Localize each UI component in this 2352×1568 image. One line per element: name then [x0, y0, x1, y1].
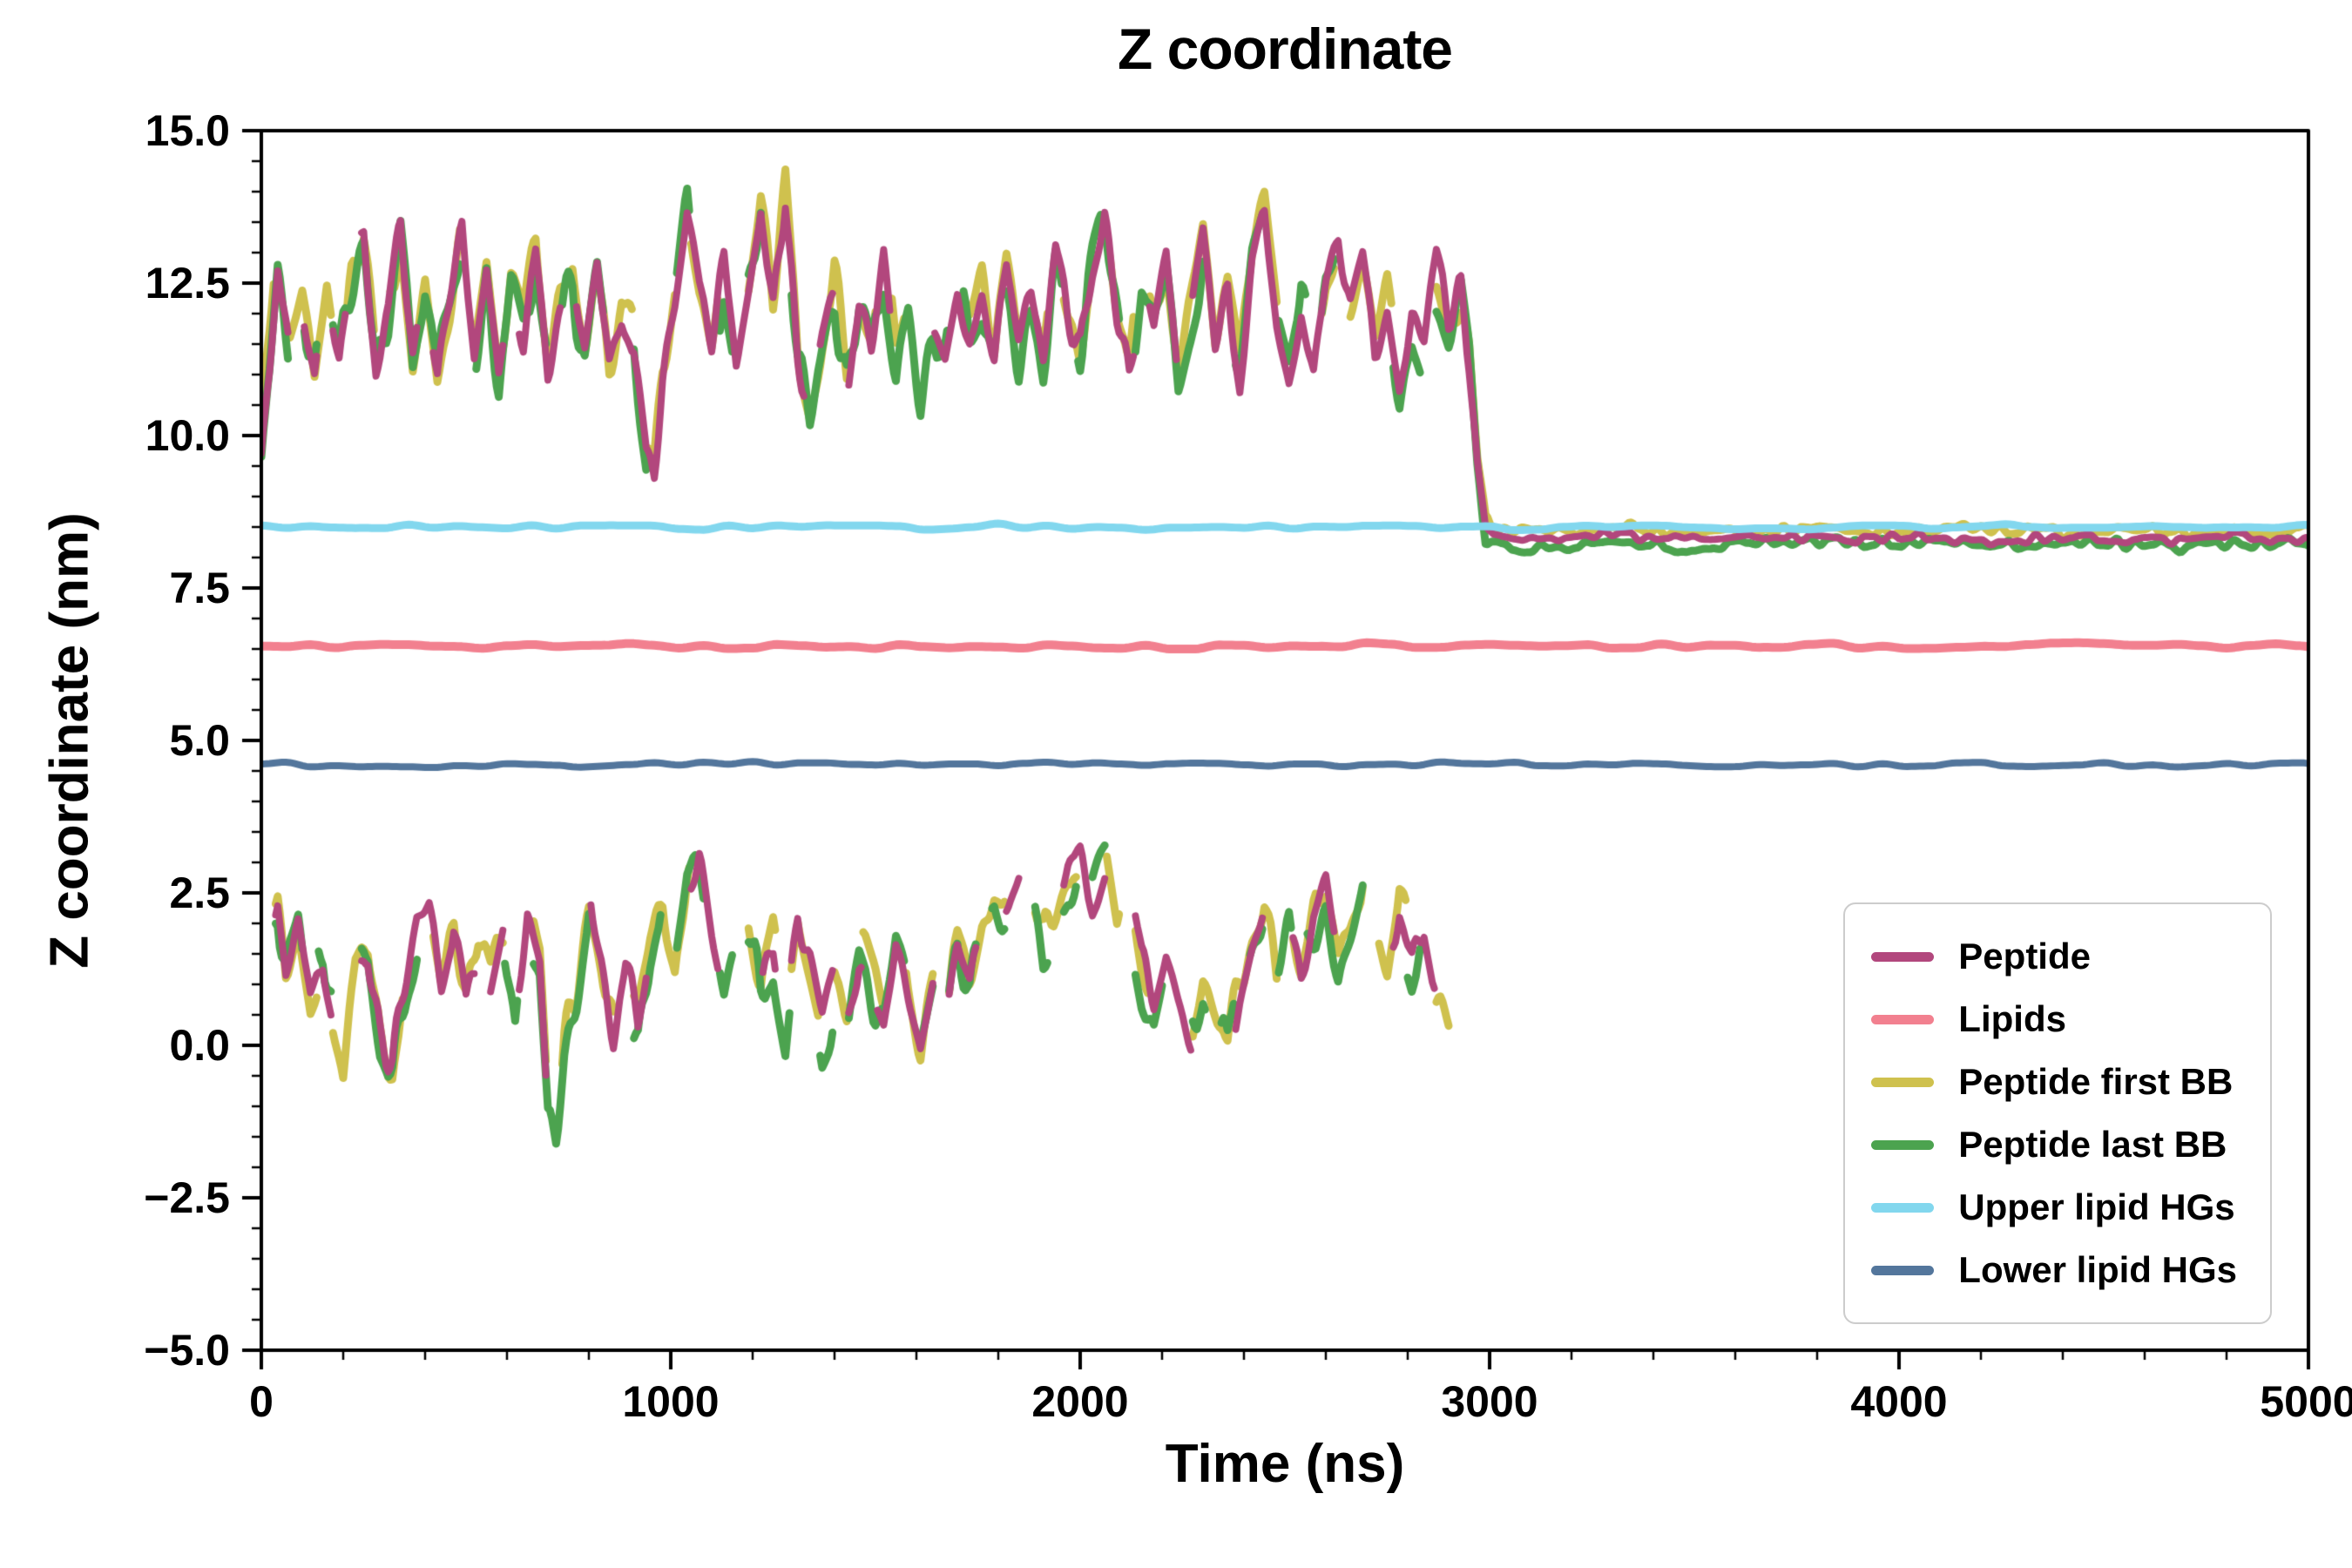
- legend-entry: Peptide: [1871, 936, 2237, 977]
- legend: Peptide Lipids Peptide first BB Peptide las…: [1843, 902, 2272, 1324]
- legend-swatch: [1871, 1202, 1935, 1213]
- legend-swatch: [1871, 1077, 1935, 1087]
- legend-label: Peptide first BB: [1958, 1061, 2234, 1102]
- chart-title: Z coordinate: [1117, 17, 1453, 81]
- legend-label: Peptide last BB: [1958, 1124, 2227, 1165]
- legend-swatch: [1871, 1014, 1935, 1024]
- x-axis-label: Time (ns): [1165, 1434, 1405, 1494]
- y-tick-label: 10.0: [145, 411, 230, 460]
- x-tick-label: 5000: [2260, 1377, 2352, 1426]
- legend-label: Lipids: [1958, 998, 2066, 1039]
- legend-swatch: [1871, 1139, 1935, 1150]
- legend-entry: Peptide first BB: [1871, 1061, 2237, 1103]
- x-tick-label: 2000: [1031, 1377, 1129, 1426]
- legend-entry: Lower lipid HGs: [1871, 1249, 2237, 1291]
- legend-swatch: [1871, 951, 1935, 962]
- legend-label: Lower lipid HGs: [1958, 1249, 2237, 1290]
- legend-entry: Lipids: [1871, 998, 2237, 1040]
- x-tick-label: 1000: [622, 1377, 720, 1426]
- legend-entry: Upper lipid HGs: [1871, 1186, 2237, 1228]
- y-tick-label: 12.5: [145, 259, 230, 308]
- x-tick-label: 3000: [1441, 1377, 1538, 1426]
- x-tick-label: 0: [249, 1377, 274, 1426]
- y-tick-label: 2.5: [169, 868, 230, 917]
- y-tick-label: −5.0: [144, 1326, 230, 1375]
- y-tick-label: 0.0: [169, 1021, 230, 1070]
- y-tick-label: 5.0: [169, 716, 230, 765]
- y-tick-label: −2.5: [144, 1173, 230, 1222]
- legend-entry: Peptide last BB: [1871, 1124, 2237, 1166]
- y-tick-label: 7.5: [169, 564, 230, 612]
- legend-label: Upper lipid HGs: [1958, 1186, 2235, 1227]
- legend-label: Peptide: [1958, 936, 2091, 977]
- y-tick-label: 15.0: [145, 106, 230, 155]
- x-tick-label: 4000: [1850, 1377, 1948, 1426]
- legend-swatch: [1871, 1265, 1935, 1275]
